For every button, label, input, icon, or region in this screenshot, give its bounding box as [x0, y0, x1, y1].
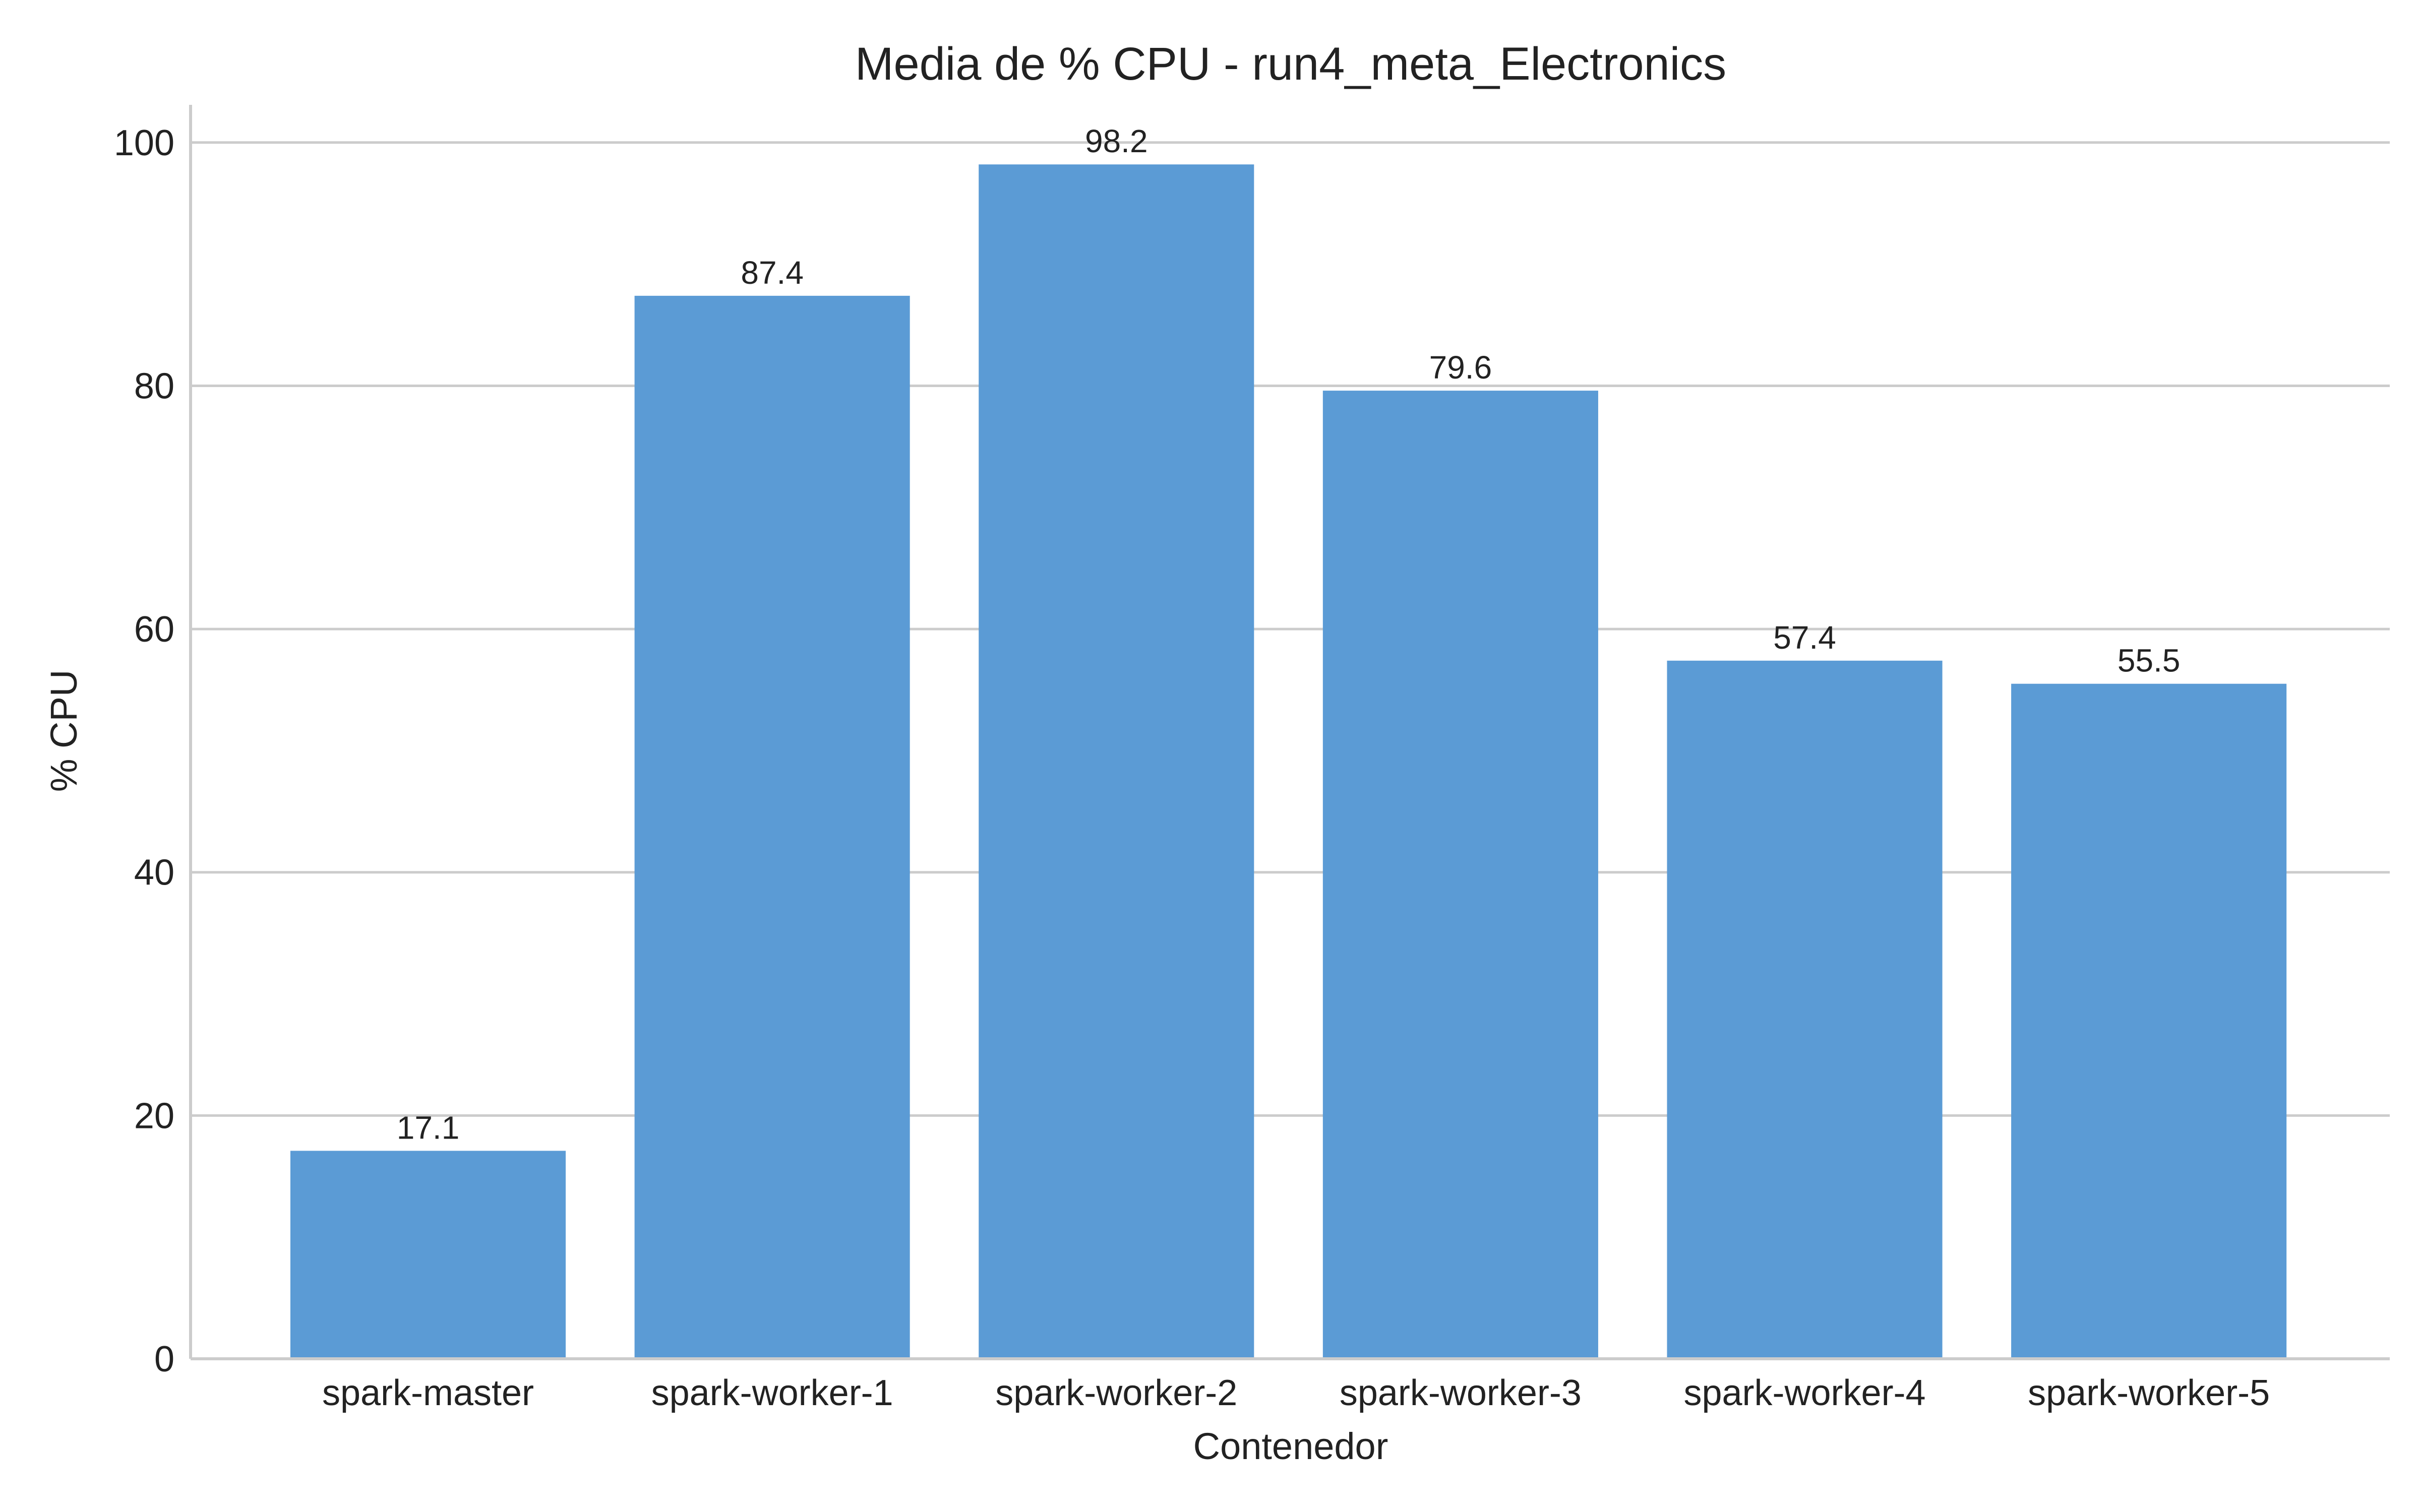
bar-spark-worker-5 [2011, 683, 2287, 1359]
x-tick-label-spark-worker-5: spark-worker-5 [2028, 1373, 2270, 1413]
data-label-spark-worker-4: 57.4 [1773, 619, 1836, 656]
x-tick-label-spark-worker-2: spark-worker-2 [995, 1373, 1237, 1413]
bar-spark-worker-1 [634, 295, 910, 1359]
data-label-spark-worker-3: 79.6 [1429, 349, 1492, 386]
chart-title: Media de % CPU - run4_meta_Electronics [855, 38, 1726, 90]
x-axis-title: Contenedor [1193, 1425, 1388, 1467]
y-tick-label-20: 20 [134, 1096, 174, 1136]
y-tick-label-40: 40 [134, 853, 174, 893]
x-tick-label-spark-worker-1: spark-worker-1 [651, 1373, 893, 1413]
axes [189, 105, 2390, 1360]
y-tick-label-60: 60 [134, 609, 174, 650]
y-tick-label-100: 100 [114, 123, 174, 163]
bar-spark-master [290, 1151, 566, 1359]
data-label-spark-worker-5: 55.5 [2118, 643, 2181, 679]
x-tick-label-spark-master: spark-master [322, 1373, 534, 1413]
bars [290, 164, 2287, 1359]
x-tick-label-spark-worker-4: spark-worker-4 [1683, 1373, 1925, 1413]
data-labels: 17.1 87.4 98.2 79.6 57.4 55.5 [397, 123, 2181, 1146]
y-tick-label-80: 80 [134, 366, 174, 406]
bar-spark-worker-4 [1667, 660, 1943, 1359]
x-tick-labels: spark-master spark-worker-1 spark-worker-2… [322, 1373, 2270, 1413]
y-axis-title: % CPU [43, 670, 85, 792]
data-label-spark-worker-2: 98.2 [1085, 123, 1148, 159]
y-tick-labels: 0 20 40 60 80 100 [114, 123, 174, 1379]
x-tick-label-spark-worker-3: spark-worker-3 [1340, 1373, 1582, 1413]
bar-spark-worker-3 [1322, 391, 1598, 1359]
data-label-spark-master: 17.1 [397, 1109, 460, 1146]
data-label-spark-worker-1: 87.4 [741, 255, 804, 291]
bar-spark-worker-2 [979, 164, 1254, 1359]
y-tick-label-0: 0 [154, 1339, 174, 1379]
